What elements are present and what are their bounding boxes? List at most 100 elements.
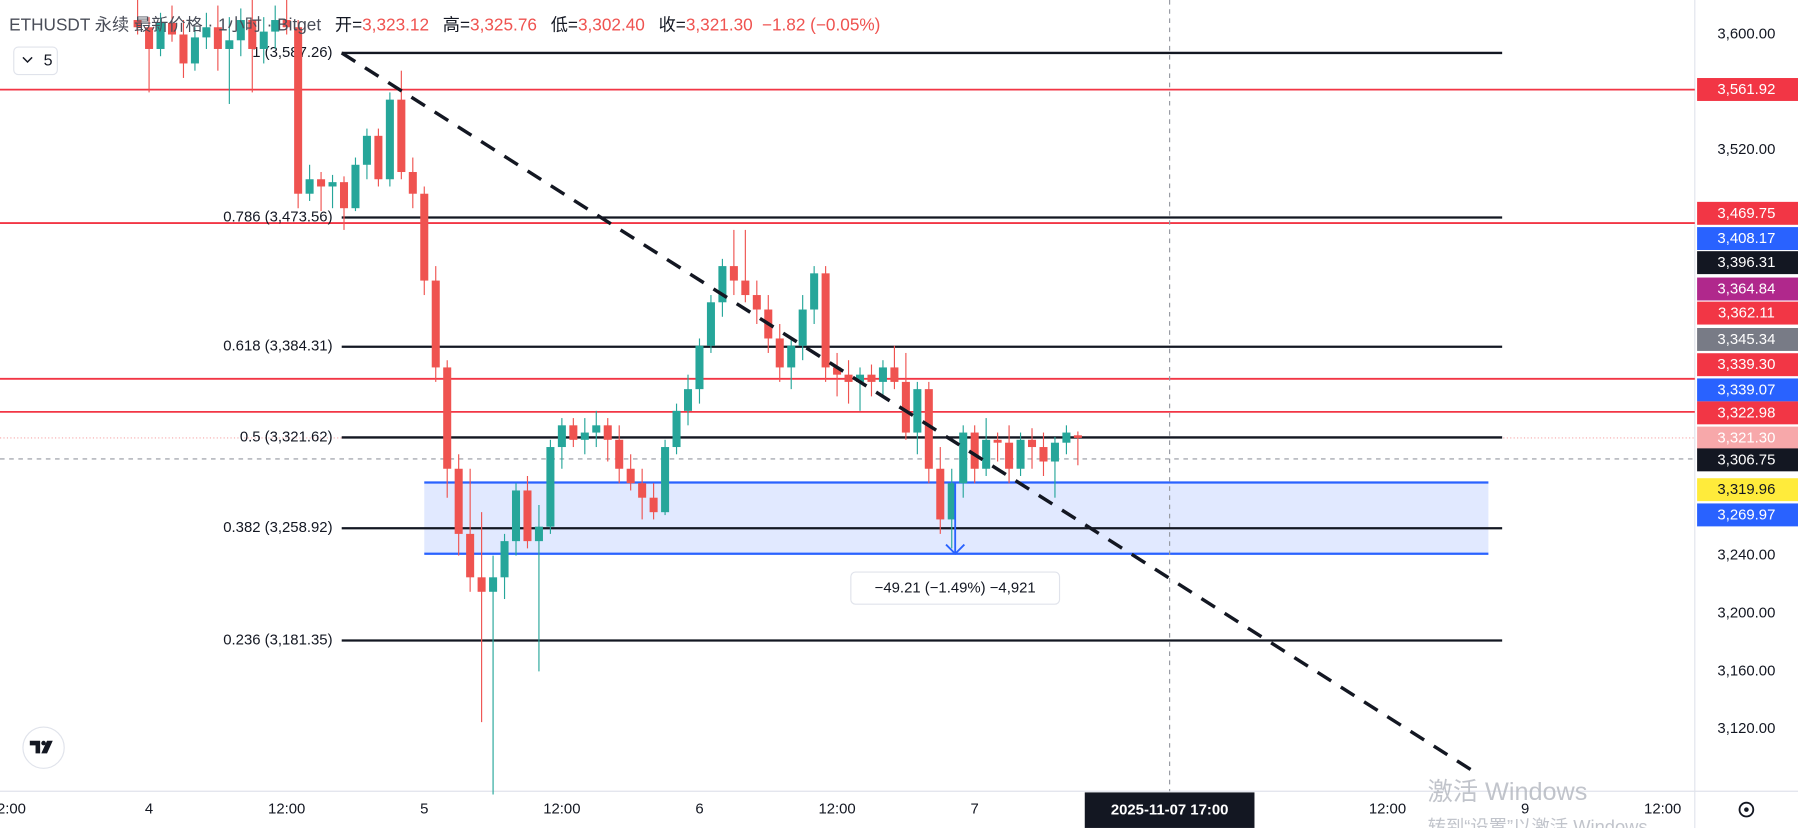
- candle-body: [1039, 447, 1048, 462]
- candle-body: [534, 526, 543, 542]
- y-tick-label: 3,200.00: [1717, 605, 1775, 621]
- price-badge-label: 3,269.97: [1717, 507, 1775, 523]
- candle-body: [282, 20, 291, 28]
- candle-body: [649, 497, 658, 513]
- x-tick-label: 12:00: [1644, 802, 1681, 818]
- candle-body: [867, 374, 876, 382]
- candle-body: [592, 425, 601, 433]
- candle-body: [500, 541, 509, 578]
- fib-label: 0.618 (3,384.31): [223, 339, 332, 355]
- y-tick-label: 3,240.00: [1717, 548, 1775, 564]
- candle-body: [1050, 442, 1059, 462]
- gear-center: [1744, 807, 1749, 812]
- candle-body: [878, 367, 887, 382]
- ohlc-value: 3,302.40: [578, 14, 645, 34]
- candle-body: [1005, 442, 1014, 469]
- candle-body: [397, 99, 406, 173]
- candle-body: [706, 302, 715, 346]
- price-badge-label: 3,319.96: [1717, 482, 1775, 498]
- candle-body: [248, 20, 257, 49]
- plot-area: 1 (3,587.26) 0.786 (3,473.56) 0.618 (3,384…: [0, 0, 1695, 795]
- candle-body: [1062, 432, 1071, 443]
- ohlc-value: 3,323.12: [362, 14, 429, 34]
- candle-body: [913, 389, 922, 433]
- x-tick-label: 7: [971, 802, 979, 818]
- candle-body: [511, 490, 521, 542]
- candle-body: [225, 40, 234, 49]
- measure-arrowhead: [945, 543, 966, 556]
- x-tick-label: 9: [1521, 802, 1529, 818]
- x-tick-label: 6: [695, 802, 703, 818]
- ohlc-key: 开=: [335, 14, 362, 34]
- candle-body: [798, 309, 807, 346]
- price-badge: [1697, 426, 1798, 450]
- candle-body: [454, 468, 463, 534]
- x-tick-label: 5: [420, 802, 428, 818]
- candle-body: [156, 22, 165, 49]
- price-badge: [1697, 401, 1798, 425]
- y-tick-label: 3,120.00: [1717, 721, 1775, 737]
- candle-body: [683, 389, 693, 411]
- candle-body: [936, 468, 945, 520]
- x-tick-label: 4: [145, 802, 153, 818]
- candle-body: [179, 34, 188, 64]
- candle-body: [901, 381, 910, 433]
- candle-body: [213, 27, 222, 49]
- candle-body: [557, 425, 566, 448]
- candle-body: [855, 374, 865, 382]
- candle-body: [190, 37, 199, 64]
- fib-label: 0.5 (3,321.62): [240, 429, 333, 445]
- candle-body: [328, 182, 337, 187]
- ohlc-value: 3,321.30: [686, 14, 753, 34]
- candle-body: [294, 27, 303, 194]
- time-badge-label: 2025-11-07 17:00: [1111, 803, 1229, 819]
- candle-body: [145, 27, 154, 49]
- ohlc-key: 高=: [443, 14, 470, 34]
- candle-body: [133, 20, 142, 28]
- indicator-count: 5: [44, 52, 53, 70]
- candle-body: [993, 439, 1002, 443]
- time-badge: [1084, 792, 1255, 828]
- candle-body: [603, 425, 612, 440]
- trendline: [340, 51, 1475, 773]
- candle-body: [317, 179, 326, 187]
- candle-body: [431, 280, 440, 368]
- gear-icon: [1738, 801, 1755, 818]
- candle-body: [752, 295, 761, 310]
- title: ETHUSDT 永续 最新价格 · 1小时 · Bitget: [9, 14, 321, 34]
- fib-label: 0.382 (3,258.92): [223, 520, 332, 536]
- candle-body: [167, 22, 177, 35]
- price-badge-label: 3,561.92: [1717, 82, 1775, 98]
- price-badge-label: 3,345.34: [1717, 332, 1775, 348]
- candle-body: [580, 432, 589, 440]
- price-badge-label: 3,469.75: [1717, 206, 1775, 222]
- price-badge: [1697, 301, 1798, 325]
- indicator-toggle[interactable]: [13, 46, 58, 76]
- candle-body: [810, 273, 819, 310]
- range-box: [424, 482, 1489, 554]
- candle-body: [672, 410, 681, 448]
- change: −1.82 (−0.05%): [762, 14, 880, 34]
- candle-body: [443, 367, 452, 469]
- tv-logo[interactable]: [22, 726, 65, 769]
- candle-body: [626, 468, 635, 484]
- settings-button[interactable]: [1738, 801, 1755, 818]
- price-badge: [1697, 201, 1798, 225]
- candle-body: [833, 367, 842, 375]
- price-badge-label: 3,339.30: [1717, 357, 1775, 373]
- candle-body: [546, 447, 555, 527]
- candle-body: [741, 280, 750, 296]
- candle-body: [718, 266, 727, 303]
- candle-body: [970, 432, 979, 469]
- candle-body: [202, 27, 211, 38]
- candle-body: [638, 483, 647, 498]
- candle-body: [844, 374, 853, 382]
- x-tick-label: 12:00: [543, 802, 580, 818]
- candle-body: [890, 367, 899, 382]
- price-badge: [1697, 251, 1798, 275]
- y-tick-label: 3,160.00: [1717, 663, 1775, 679]
- candle-body: [477, 577, 486, 592]
- price-badge-label: 3,364.84: [1717, 282, 1775, 298]
